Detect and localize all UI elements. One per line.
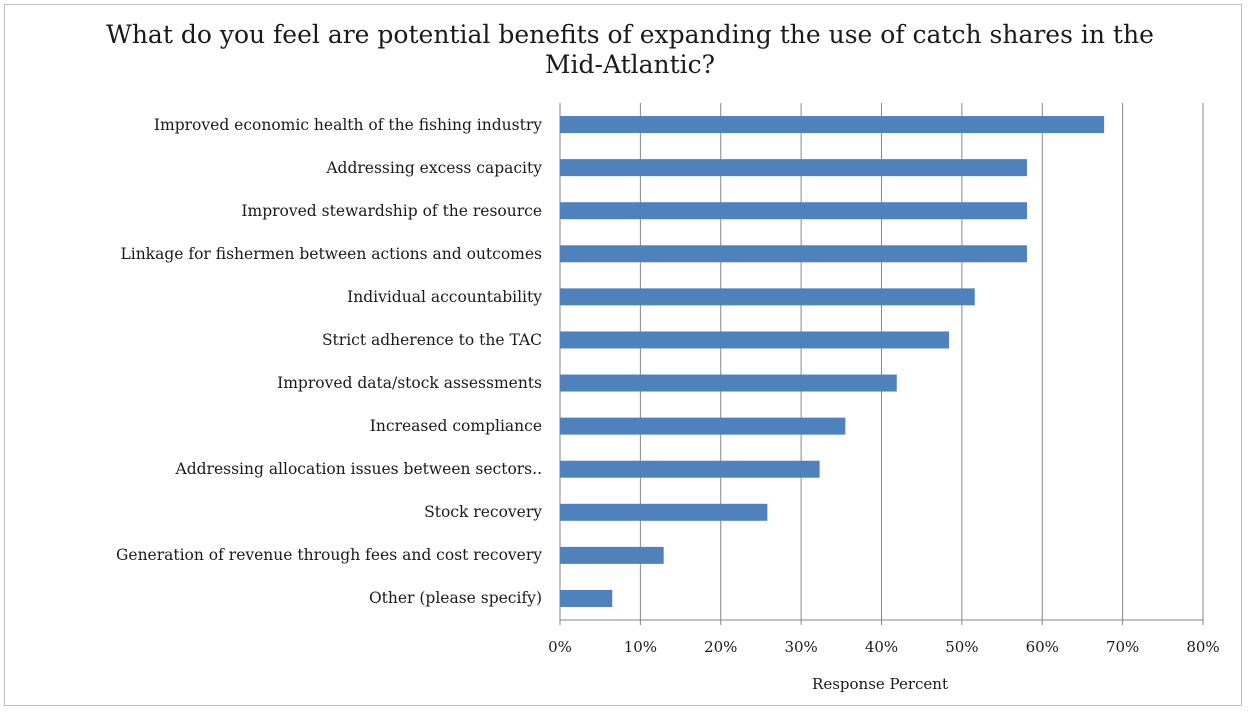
category-label: Addressing excess capacity [326,158,542,177]
x-tick-label: 30% [784,638,818,656]
bar [560,589,613,607]
x-tick-label: 0% [548,638,572,656]
bar [560,288,975,306]
category-label: Individual accountability [347,287,542,306]
category-label: Improved stewardship of the resource [241,201,542,220]
bar [560,503,768,521]
bar [560,202,1027,220]
bar [560,245,1027,263]
bar [560,546,664,564]
chart-title: What do you feel are potential benefits … [106,20,1154,79]
category-label: Strict adherence to the TAC [321,330,542,349]
x-tick-label: 60% [1025,638,1059,656]
bar [560,417,846,435]
category-label: Addressing allocation issues between sec… [175,460,543,479]
category-label: Other (please specify) [368,589,542,608]
x-tick-label: 70% [1105,638,1140,656]
x-tick-label: 50% [945,638,979,656]
category-label: Stock recovery [424,503,542,522]
x-tick-label: 80% [1186,638,1220,656]
bar [560,460,820,478]
category-label: Linkage for fishermen between actions an… [120,244,542,263]
bars [560,116,1105,607]
bar [560,331,950,349]
x-tick-label: 20% [704,638,738,656]
bar [560,159,1027,177]
gridlines [559,103,1204,625]
category-label: Increased compliance [369,417,542,436]
category-label: Improved data/stock assessments [277,374,542,393]
category-label: Generation of revenue through fees and c… [116,546,542,565]
x-tick-label: 10% [623,638,658,656]
x-tick-label: 40% [864,638,899,656]
bar [560,116,1105,134]
category-label: Improved economic health of the fishing … [153,115,542,134]
bar [560,374,897,392]
x-axis-label: Response Percent [812,675,948,693]
